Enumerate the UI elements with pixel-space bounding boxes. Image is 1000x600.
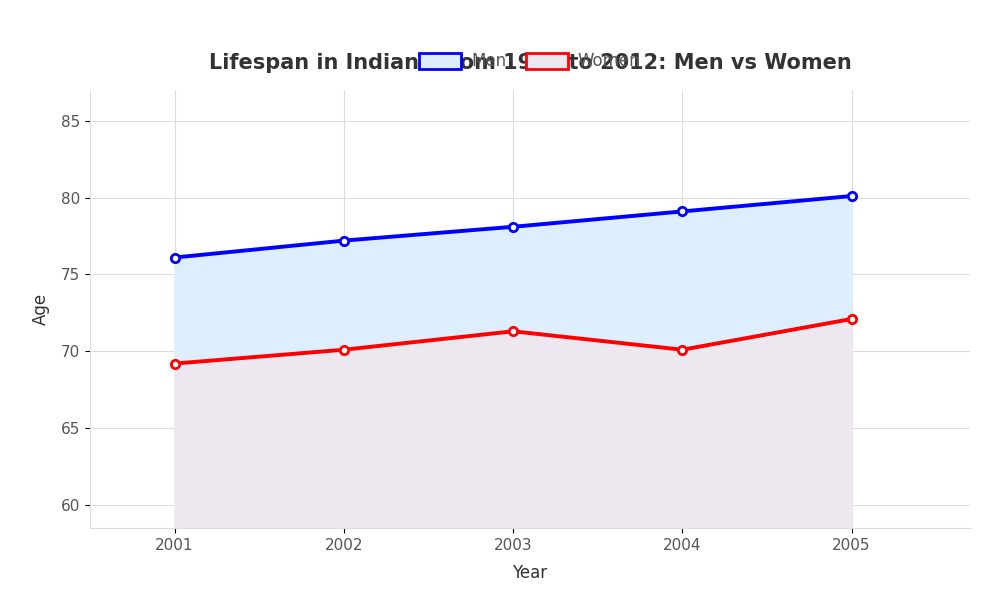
Y-axis label: Age: Age: [32, 293, 50, 325]
X-axis label: Year: Year: [512, 564, 548, 582]
Legend: Men, Women: Men, Women: [413, 46, 647, 77]
Title: Lifespan in Indiana from 1981 to 2012: Men vs Women: Lifespan in Indiana from 1981 to 2012: M…: [209, 53, 851, 73]
